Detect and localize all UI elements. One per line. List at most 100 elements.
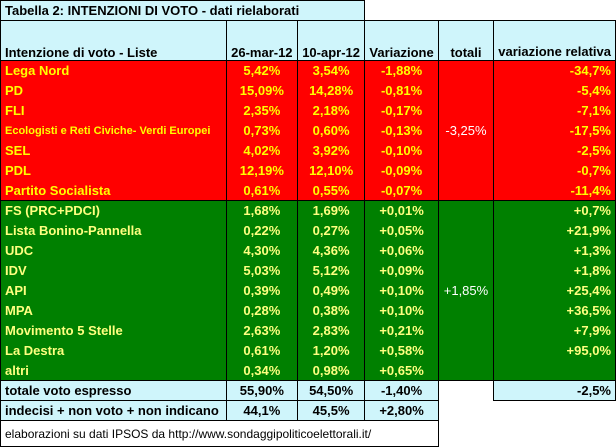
value-date-1-cell: 0,73% bbox=[225, 120, 298, 141]
relative-variation-cell: +21,9% bbox=[493, 220, 616, 241]
relative-variation-cell: -5,4% bbox=[493, 80, 616, 101]
value-date-1-cell: 15,09% bbox=[225, 80, 298, 101]
variation-cell: -0,17% bbox=[364, 100, 439, 121]
list-name-cell: PD bbox=[0, 80, 227, 101]
list-name-cell: SEL bbox=[0, 140, 227, 161]
header-variazione: Variazione bbox=[364, 20, 439, 61]
variation-cell: +0,21% bbox=[364, 320, 439, 341]
value-date-1-cell: 0,22% bbox=[225, 220, 298, 241]
summary-row: indecisi + non voto + non indicano 44,1% 4… bbox=[0, 400, 616, 421]
table-row: API 0,39% 0,49% +0,10% +25,4% bbox=[0, 280, 616, 301]
variation-cell: -1,88% bbox=[364, 60, 439, 81]
table-row: Ecologisti e Reti Civiche- Verdi Europei… bbox=[0, 120, 616, 141]
table-row: altri 0,34% 0,98% +0,65% bbox=[0, 360, 616, 381]
value-date-2-cell: 0,38% bbox=[296, 300, 366, 321]
relative-variation-cell: +25,4% bbox=[493, 280, 616, 301]
value-date-2-cell: 1,69% bbox=[296, 200, 366, 221]
summary-spacer bbox=[438, 400, 494, 421]
value-date-2-cell: 2,83% bbox=[296, 320, 366, 341]
source-note: elaborazioni su dati IPSOS da http://www… bbox=[0, 420, 439, 447]
variation-cell: +0,09% bbox=[364, 260, 439, 281]
value-date-1-cell: 5,42% bbox=[225, 60, 298, 81]
list-name-cell: IDV bbox=[0, 260, 227, 281]
variation-cell: -0,07% bbox=[364, 180, 439, 201]
relative-variation-cell: -7,1% bbox=[493, 100, 616, 121]
value-date-1-cell: 0,34% bbox=[225, 360, 298, 381]
header-lista: Intenzione di voto - Liste bbox=[0, 20, 227, 61]
list-name-cell: Lista Bonino-Pannella bbox=[0, 220, 227, 241]
variation-cell: +0,58% bbox=[364, 340, 439, 361]
variation-cell: -0,81% bbox=[364, 80, 439, 101]
value-date-1-cell: 0,61% bbox=[225, 340, 298, 361]
relative-variation-cell: +1,3% bbox=[493, 240, 616, 261]
variation-cell: -0,09% bbox=[364, 160, 439, 181]
table-row: FS (PRC+PDCI) 1,68% 1,69% +0,01% +1,85% +0,7% bbox=[0, 200, 616, 381]
header-date-2: 10-apr-12 bbox=[296, 20, 366, 61]
summary-variation: +2,80% bbox=[364, 400, 439, 421]
table-row: Lista Bonino-Pannella 0,22% 0,27% +0,05% +21… bbox=[0, 220, 616, 241]
value-date-1-cell: 0,28% bbox=[225, 300, 298, 321]
table-row: PD 15,09% 14,28% -0,81% -5,4% bbox=[0, 80, 616, 101]
table-row: Lega Nord 5,42% 3,54% -1,88% -3,25% -34,7% bbox=[0, 60, 616, 201]
list-name-cell: altri bbox=[0, 360, 227, 381]
value-date-2-cell: 14,28% bbox=[296, 80, 366, 101]
summary-spacer bbox=[438, 380, 494, 401]
list-name-cell: Ecologisti e Reti Civiche- Verdi Europei bbox=[0, 120, 227, 141]
summary-variation: -1,40% bbox=[364, 380, 439, 401]
table-row: MPA 0,28% 0,38% +0,10% +36,5% bbox=[0, 300, 616, 321]
list-name-cell: Partito Socialista bbox=[0, 180, 227, 201]
variation-cell: +0,10% bbox=[364, 280, 439, 301]
table-row: SEL 4,02% 3,92% -0,10% -2,5% bbox=[0, 140, 616, 161]
relative-variation-cell: +36,5% bbox=[493, 300, 616, 321]
value-date-1-cell: 12,19% bbox=[225, 160, 298, 181]
value-date-2-cell: 0,27% bbox=[296, 220, 366, 241]
list-name-cell: MPA bbox=[0, 300, 227, 321]
value-date-2-cell: 0,98% bbox=[296, 360, 366, 381]
footer-row: elaborazioni su dati IPSOS da http://www… bbox=[0, 420, 616, 447]
relative-variation-cell: +1,8% bbox=[493, 260, 616, 281]
relative-variation-cell bbox=[493, 360, 616, 381]
header-row: Intenzione di voto - Liste 26-mar-12 10-… bbox=[0, 20, 616, 61]
table-row: PDL 12,19% 12,10% -0,09% -0,7% bbox=[0, 160, 616, 181]
header-date-1: 26-mar-12 bbox=[225, 20, 298, 61]
value-date-1-cell: 1,68% bbox=[225, 200, 298, 221]
summary-relative: -2,5% bbox=[493, 380, 616, 401]
list-name-cell: FLI bbox=[0, 100, 227, 121]
value-date-1-cell: 2,35% bbox=[225, 100, 298, 121]
table-row: FLI 2,35% 2,18% -0,17% -7,1% bbox=[0, 100, 616, 121]
variation-cell: -0,13% bbox=[364, 120, 439, 141]
value-date-2-cell: 1,20% bbox=[296, 340, 366, 361]
relative-variation-cell: -0,7% bbox=[493, 160, 616, 181]
summary-relative bbox=[493, 400, 616, 421]
table-row: La Destra 0,61% 1,20% +0,58% +95,0% bbox=[0, 340, 616, 361]
value-date-2-cell: 2,18% bbox=[296, 100, 366, 121]
value-date-1-cell: 0,61% bbox=[225, 180, 298, 201]
summary-label: indecisi + non voto + non indicano bbox=[0, 400, 227, 421]
variation-cell: +0,10% bbox=[364, 300, 439, 321]
list-name-cell: Lega Nord bbox=[0, 60, 227, 81]
table-row: UDC 4,30% 4,36% +0,06% +1,3% bbox=[0, 240, 616, 261]
variation-cell: +0,65% bbox=[364, 360, 439, 381]
relative-variation-cell: -34,7% bbox=[493, 60, 616, 81]
variation-cell: +0,05% bbox=[364, 220, 439, 241]
relative-variation-cell: -2,5% bbox=[493, 140, 616, 161]
summary-label: totale voto espresso bbox=[0, 380, 227, 401]
list-name-cell: API bbox=[0, 280, 227, 301]
summary-date-2: 54,50% bbox=[296, 380, 366, 401]
list-name-cell: UDC bbox=[0, 240, 227, 261]
relative-variation-cell: +7,9% bbox=[493, 320, 616, 341]
variation-cell: +0,06% bbox=[364, 240, 439, 261]
summary-row: totale voto espresso 55,90% 54,50% -1,40% -2… bbox=[0, 380, 616, 401]
value-date-1-cell: 5,03% bbox=[225, 260, 298, 281]
value-date-2-cell: 0,60% bbox=[296, 120, 366, 141]
relative-variation-cell: +0,7% bbox=[493, 200, 616, 221]
table-row: IDV 5,03% 5,12% +0,09% +1,8% bbox=[0, 260, 616, 281]
summary-date-2: 45,5% bbox=[296, 400, 366, 421]
table-row: Partito Socialista 0,61% 0,55% -0,07% -11,4% bbox=[0, 180, 616, 201]
header-totali: totali bbox=[437, 20, 495, 61]
value-date-2-cell: 12,10% bbox=[296, 160, 366, 181]
relative-variation-cell: -17,5% bbox=[493, 120, 616, 141]
group-total-green: +1,85% bbox=[437, 200, 495, 381]
header-variazione-relativa: variazione relativa bbox=[493, 20, 616, 61]
